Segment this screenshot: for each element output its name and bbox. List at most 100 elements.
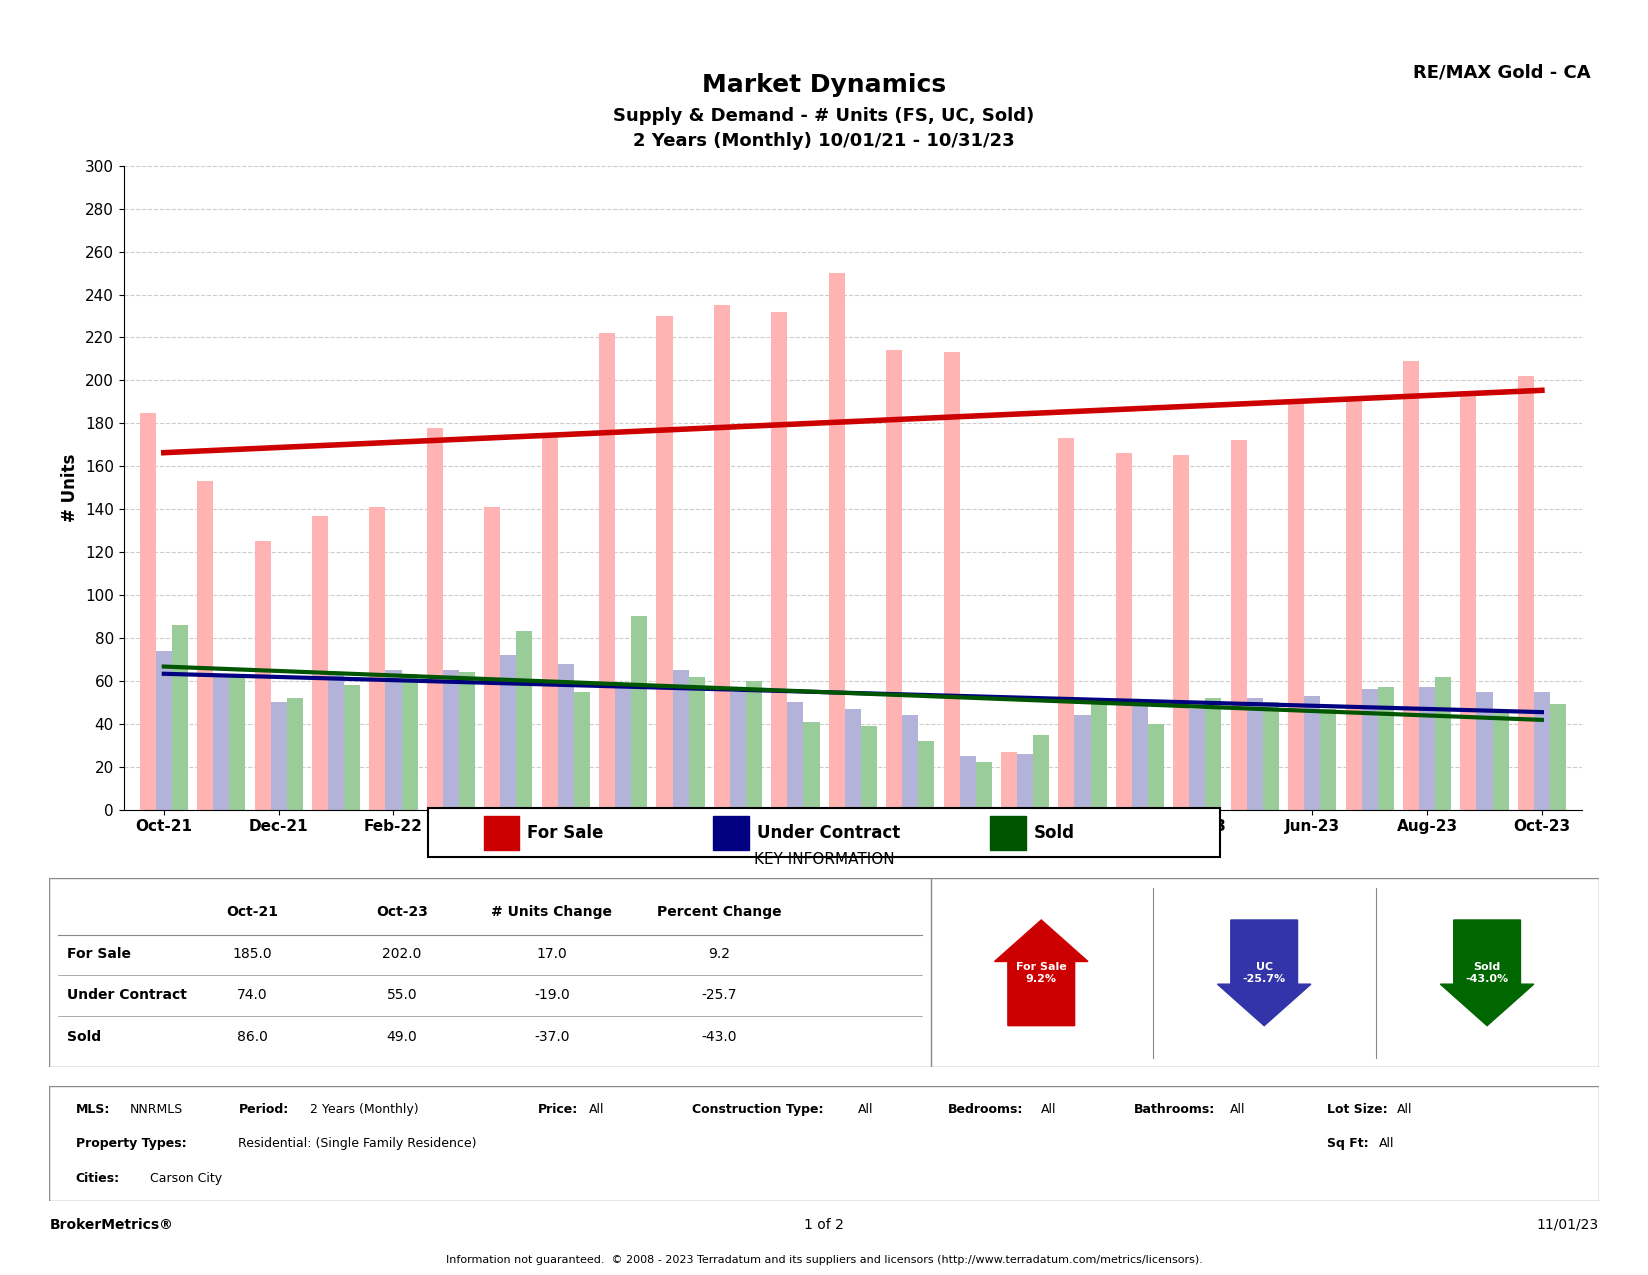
Bar — [771, 311, 788, 810]
Bar — [1173, 455, 1190, 810]
Bar — [369, 507, 386, 810]
Text: 11/01/23: 11/01/23 — [1536, 1218, 1599, 1232]
Text: Sold: Sold — [1033, 824, 1074, 842]
Bar — [1262, 703, 1279, 810]
Bar — [557, 664, 574, 810]
Text: Percent Change: Percent Change — [658, 905, 781, 919]
Bar — [1000, 752, 1017, 810]
Bar — [845, 709, 860, 810]
Bar — [747, 681, 761, 810]
Bar — [1419, 687, 1435, 810]
Bar — [344, 685, 361, 810]
Bar — [1402, 361, 1419, 810]
Bar — [1033, 734, 1050, 810]
Bar — [976, 762, 992, 810]
Text: Bedrooms:: Bedrooms: — [948, 1103, 1023, 1116]
Bar — [959, 756, 976, 810]
Text: UC
-25.7%: UC -25.7% — [1243, 963, 1285, 983]
Text: 185.0: 185.0 — [232, 947, 272, 961]
Bar — [887, 351, 901, 810]
Bar — [1289, 402, 1304, 810]
Bar — [1320, 709, 1337, 810]
Text: MLS:: MLS: — [76, 1103, 110, 1116]
Bar — [1149, 724, 1163, 810]
Text: For Sale: For Sale — [527, 824, 603, 842]
Text: -19.0: -19.0 — [534, 988, 570, 1002]
Text: Under Contract: Under Contract — [756, 824, 900, 842]
Bar — [1361, 690, 1378, 810]
Bar — [829, 273, 845, 810]
Bar — [598, 333, 615, 810]
Text: All: All — [859, 1103, 873, 1116]
Bar — [287, 697, 303, 810]
Text: All: All — [1379, 1137, 1394, 1150]
Bar — [311, 515, 328, 810]
Bar — [714, 305, 730, 810]
Bar — [1074, 715, 1091, 810]
Bar — [1058, 439, 1074, 810]
Bar — [198, 481, 213, 810]
Text: Sold
-43.0%: Sold -43.0% — [1465, 963, 1508, 983]
Bar — [574, 691, 590, 810]
Text: 74.0: 74.0 — [237, 988, 267, 1002]
Bar — [689, 677, 705, 810]
Bar — [328, 674, 344, 810]
Text: Sq Ft:: Sq Ft: — [1327, 1137, 1369, 1150]
Bar — [427, 427, 443, 810]
Text: -25.7: -25.7 — [702, 988, 737, 1002]
Bar — [140, 413, 157, 810]
Text: All: All — [1398, 1103, 1412, 1116]
Bar — [501, 655, 516, 810]
Bar — [860, 725, 877, 810]
FancyBboxPatch shape — [49, 878, 931, 1067]
Bar — [1132, 703, 1149, 810]
Bar — [458, 672, 475, 810]
Text: RE/MAX Gold - CA: RE/MAX Gold - CA — [1412, 64, 1590, 82]
Bar — [254, 542, 270, 810]
Text: # Units Change: # Units Change — [491, 905, 613, 919]
Bar — [213, 677, 229, 810]
Bar — [402, 674, 417, 810]
Bar — [386, 671, 402, 810]
Text: Lot Size:: Lot Size: — [1327, 1103, 1388, 1116]
Bar — [1518, 376, 1534, 810]
Text: 1 of 2: 1 of 2 — [804, 1218, 844, 1232]
Bar — [1231, 440, 1248, 810]
Text: Property Types:: Property Types: — [76, 1137, 186, 1150]
Bar — [542, 434, 557, 810]
Text: KEY INFORMATION: KEY INFORMATION — [753, 852, 895, 867]
Bar — [516, 631, 532, 810]
Bar — [485, 816, 519, 849]
Bar — [1304, 696, 1320, 810]
Bar — [656, 316, 672, 810]
FancyBboxPatch shape — [49, 1086, 1599, 1201]
Text: Construction Type:: Construction Type: — [692, 1103, 824, 1116]
Bar — [443, 671, 458, 810]
Text: BrokerMetrics®: BrokerMetrics® — [49, 1218, 173, 1232]
FancyBboxPatch shape — [931, 878, 1599, 1067]
Bar — [1205, 697, 1221, 810]
Text: NNRMLS: NNRMLS — [130, 1103, 183, 1116]
Bar — [1493, 711, 1508, 810]
Text: For Sale
9.2%: For Sale 9.2% — [1015, 963, 1066, 983]
Bar — [1116, 454, 1132, 810]
FancyArrow shape — [1440, 921, 1534, 1025]
Text: All: All — [1042, 1103, 1056, 1116]
Text: Residential: (Single Family Residence): Residential: (Single Family Residence) — [239, 1137, 476, 1150]
Text: Period:: Period: — [239, 1103, 288, 1116]
Bar — [1378, 687, 1394, 810]
Text: -43.0: -43.0 — [702, 1030, 737, 1044]
Bar — [615, 683, 631, 810]
Text: Supply & Demand - # Units (FS, UC, Sold): Supply & Demand - # Units (FS, UC, Sold) — [613, 107, 1035, 125]
Text: 2 Years (Monthly) 10/01/21 - 10/31/23: 2 Years (Monthly) 10/01/21 - 10/31/23 — [633, 133, 1015, 150]
Text: -37.0: -37.0 — [534, 1030, 570, 1044]
Text: Bathrooms:: Bathrooms: — [1134, 1103, 1215, 1116]
Text: Under Contract: Under Contract — [68, 988, 186, 1002]
Bar — [1534, 691, 1549, 810]
FancyArrow shape — [1218, 921, 1310, 1025]
Text: Carson City: Carson City — [150, 1172, 222, 1184]
Bar — [270, 703, 287, 810]
Text: Price:: Price: — [537, 1103, 578, 1116]
Text: 86.0: 86.0 — [237, 1030, 267, 1044]
Bar — [485, 507, 501, 810]
